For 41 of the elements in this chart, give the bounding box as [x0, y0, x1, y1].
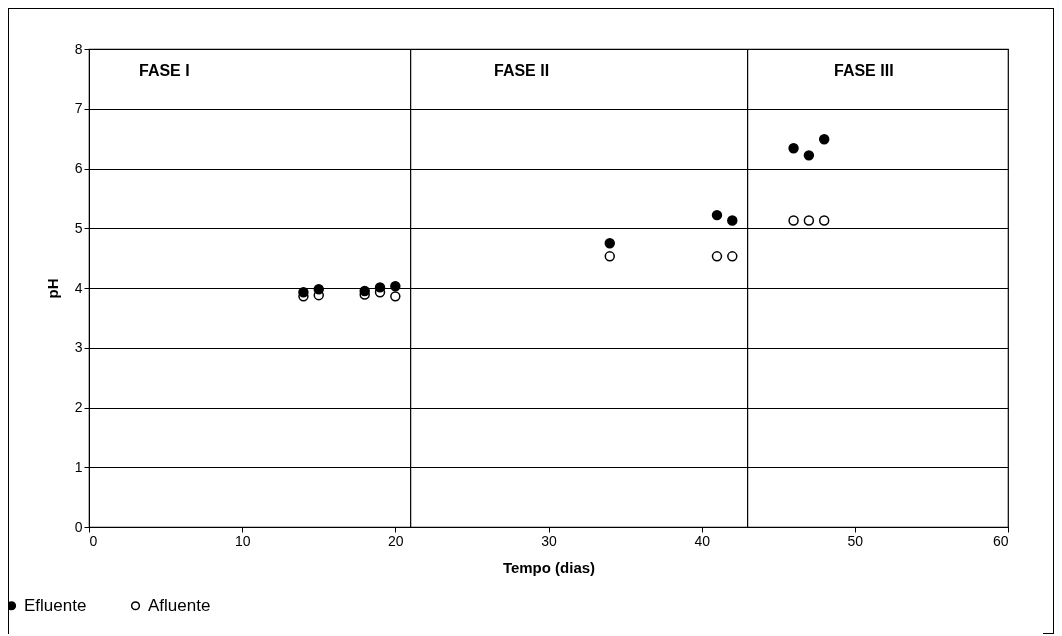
- y-tick-label: 7: [74, 100, 83, 117]
- y-tick-label: 3: [74, 339, 83, 356]
- point: [727, 215, 738, 226]
- y-tick-label: 6: [74, 160, 83, 176]
- point: [298, 286, 309, 298]
- y-axis-title: pH: [43, 278, 61, 299]
- point: [803, 215, 815, 226]
- point: [374, 282, 386, 293]
- point: [711, 251, 723, 262]
- point: [390, 280, 401, 292]
- annotation: FASE III: [834, 62, 894, 79]
- annotation: FASE II: [494, 62, 550, 79]
- point: [390, 291, 401, 302]
- point: [604, 251, 615, 262]
- annotation: FASE I: [139, 62, 190, 79]
- point: [803, 150, 815, 161]
- point: [359, 285, 370, 297]
- y-tick-label: 1: [74, 458, 83, 475]
- x-tick-label: 20: [388, 532, 404, 549]
- y-tick-label: 4: [74, 279, 83, 296]
- x-tick-label: 10: [234, 532, 251, 549]
- y-tick-label: 8: [74, 40, 83, 57]
- legend-label: Afluente: [148, 595, 211, 615]
- point: [788, 215, 799, 226]
- point: [727, 251, 738, 262]
- point: [313, 283, 324, 295]
- y-tick-label: 0: [74, 518, 83, 535]
- x-tick-label: 50: [847, 532, 864, 549]
- point: [711, 209, 723, 221]
- point: [818, 134, 830, 145]
- y-tick-label: 5: [74, 219, 83, 236]
- x-axis-title: Tempo (dias): [502, 558, 596, 576]
- x-tick-label: 60: [992, 532, 1009, 549]
- x-tick-label: 40: [694, 532, 711, 549]
- y-tick-label: 2: [74, 399, 83, 415]
- x-tick-label: 0: [89, 532, 98, 549]
- legend-label: Efluente: [24, 595, 87, 615]
- point: [818, 215, 830, 226]
- point: [788, 142, 799, 154]
- point: [604, 237, 615, 249]
- x-tick-label: 30: [541, 532, 557, 549]
